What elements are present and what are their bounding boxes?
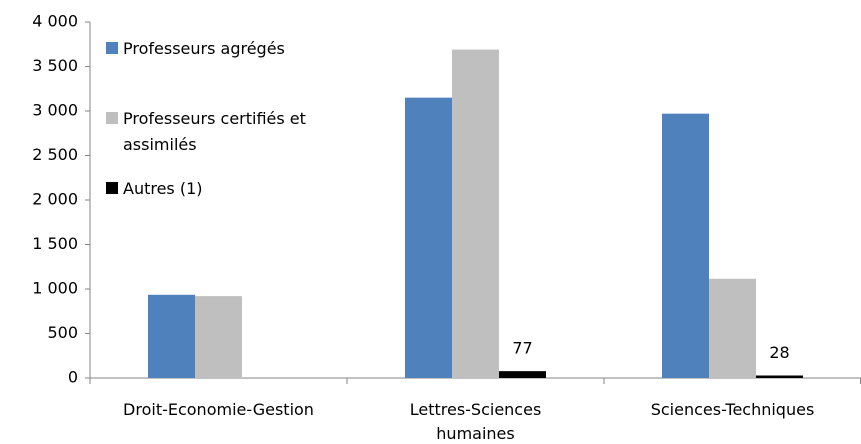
- legend-swatch: [106, 112, 118, 124]
- y-tick-label: 2 000: [32, 190, 78, 209]
- bar: [756, 375, 803, 378]
- bar: [195, 296, 242, 378]
- y-tick-label: 3 000: [32, 101, 78, 120]
- legend-item: Professeurs certifiés et assimilés: [106, 106, 333, 158]
- bar: [405, 97, 452, 379]
- y-tick-label: 1 500: [32, 234, 78, 253]
- data-label: 77: [512, 339, 532, 358]
- x-tick-label: Lettres-Sciences humaines: [409, 400, 542, 443]
- y-tick-label: 1 000: [32, 279, 78, 298]
- bar: [499, 371, 546, 378]
- bar: [662, 113, 709, 379]
- y-tick-label: 500: [47, 323, 78, 342]
- bar: [148, 294, 195, 378]
- legend-label: Autres (1): [123, 179, 203, 198]
- y-tick-label: 2 500: [32, 145, 78, 164]
- bar: [709, 278, 756, 378]
- legend-label: Professeurs certifiés et assimilés: [123, 109, 306, 154]
- legend-item: Autres (1): [106, 176, 333, 202]
- x-tick-label: Sciences-Techniques: [650, 400, 815, 419]
- legend-label: Professeurs agrégés: [123, 39, 285, 58]
- data-label: 28: [769, 343, 789, 362]
- y-tick-label: 0: [68, 368, 78, 387]
- legend-item: Professeurs agrégés: [106, 36, 333, 62]
- y-tick-label: 4 000: [32, 12, 78, 31]
- y-tick-label: 3 500: [32, 56, 78, 75]
- legend-swatch: [106, 182, 118, 194]
- legend-swatch: [106, 42, 118, 54]
- x-tick-label: Droit-Economie-Gestion: [123, 400, 314, 419]
- bar: [452, 49, 499, 379]
